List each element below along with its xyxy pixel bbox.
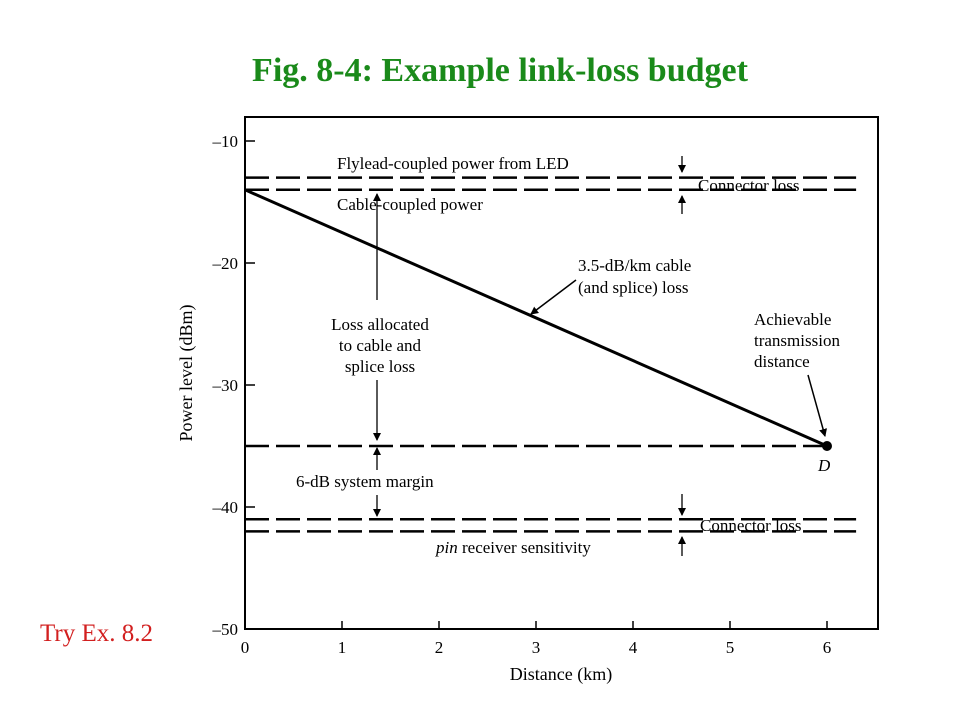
y-tick-label: –20 [212,254,239,273]
x-tick-label: 1 [338,638,347,657]
achievable-label-1: Achievable [754,310,831,329]
loss-allocated-label-3: splice loss [345,357,415,376]
achievable-label-3: distance [754,352,810,371]
point-d-marker [822,441,832,451]
try-example-note: Try Ex. 8.2 [40,620,153,647]
connector-loss-bottom-label: Connector loss [700,516,802,535]
flylead-label: Flylead-coupled power from LED [337,154,569,173]
x-tick-label: 2 [435,638,444,657]
x-tick-label: 5 [726,638,735,657]
system-margin-label: 6-dB system margin [296,472,434,491]
x-tick-label: 4 [629,638,638,657]
y-tick-label: –30 [212,376,239,395]
x-tick-label: 6 [823,638,832,657]
point-d-label: D [817,456,831,475]
x-tick-label: 0 [241,638,250,657]
pin-word: pin [435,538,458,557]
loss-allocated-label-2: to cable and [339,336,422,355]
y-tick-label: –50 [212,620,239,639]
loss-allocated-label-1: Loss allocated [331,315,429,334]
x-axis-title: Distance (km) [510,664,612,685]
y-axis-title: Power level (dBm) [176,305,197,442]
cable-loss-label-2: (and splice) loss [578,278,688,297]
y-tick-label: –10 [212,132,239,151]
x-tick-label: 3 [532,638,541,657]
connector-loss-top-label: Connector loss [698,176,800,195]
receiver-sensitivity-rest: receiver sensitivity [458,538,592,557]
data-lines [244,176,857,533]
page-title: Fig. 8-4: Example link-loss budget [252,52,748,89]
axis-ticks [244,140,828,630]
cable-loss-label-1: 3.5-dB/km cable [578,256,691,275]
plot-frame [244,116,879,630]
achievable-label-2: transmission [754,331,840,350]
cable-coupled-label: Cable-coupled power [337,195,483,214]
receiver-sensitivity-label: pin receiver sensitivity [435,538,591,557]
achievable-pointer [807,374,827,437]
axis-tick-labels: 0 1 2 3 4 5 6 –10 –20 –30 –40 –50 [212,132,832,657]
cable-loss-line [244,188,828,448]
cable-loss-pointer [530,279,577,315]
y-tick-label: –40 [212,498,239,517]
